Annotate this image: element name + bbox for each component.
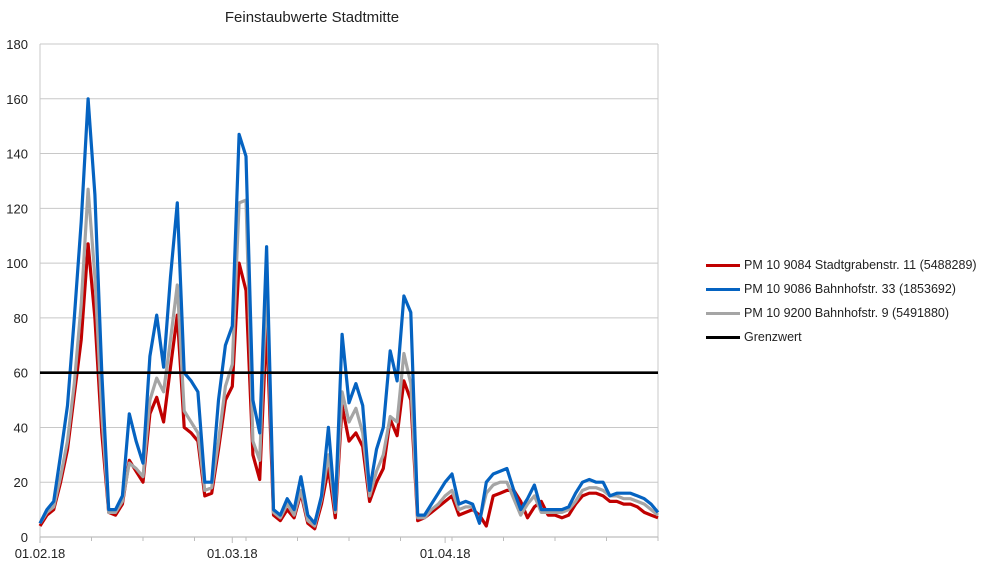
legend-swatch-blue [706, 287, 740, 291]
legend-label: PM 10 9086 Bahnhofstr. 33 (1853692) [744, 282, 956, 296]
x-tick-label: 01.04.18 [420, 546, 471, 561]
y-tick-label: 160 [6, 92, 28, 107]
data-series [38, 97, 660, 531]
x-tick-label: 01.03.18 [207, 546, 258, 561]
legend-item-grenzwert: Grenzwert [706, 325, 977, 349]
y-tick-label: 100 [6, 256, 28, 271]
legend-swatch-black [706, 335, 740, 339]
y-axis-ticks: 0 20 40 60 80 100 120 140 160 180 [6, 37, 28, 545]
legend-item-bahnhofstr-9: PM 10 9200 Bahnhofstr. 9 (5491880) [706, 301, 977, 325]
legend-label: Grenzwert [744, 330, 802, 344]
legend-label: PM 10 9084 Stadtgrabenstr. 11 (5488289) [744, 258, 977, 272]
series-line [38, 97, 660, 525]
legend-item-stadtgrabenstr: PM 10 9084 Stadtgrabenstr. 11 (5488289) [706, 253, 977, 277]
legend: PM 10 9084 Stadtgrabenstr. 11 (5488289) … [706, 253, 977, 349]
y-tick-label: 40 [14, 420, 28, 435]
y-tick-label: 80 [14, 311, 28, 326]
y-tick-label: 0 [21, 530, 28, 545]
y-tick-label: 180 [6, 37, 28, 52]
chart-title: Feinstaubwerte Stadtmitte [225, 9, 399, 26]
legend-swatch-red [706, 263, 740, 267]
legend-label: PM 10 9200 Bahnhofstr. 9 (5491880) [744, 306, 950, 320]
series-line [38, 187, 659, 528]
legend-item-bahnhofstr-33: PM 10 9086 Bahnhofstr. 33 (1853692) [706, 277, 977, 301]
legend-swatch-gray [706, 311, 740, 315]
y-tick-label: 20 [14, 475, 28, 490]
y-tick-label: 60 [14, 366, 28, 381]
y-tick-label: 120 [6, 201, 28, 216]
x-axis: 01.02.18 01.03.18 01.04.18 [15, 536, 659, 561]
series-line [38, 242, 659, 531]
x-tick-label: 01.02.18 [15, 546, 66, 561]
y-tick-label: 140 [6, 147, 28, 162]
